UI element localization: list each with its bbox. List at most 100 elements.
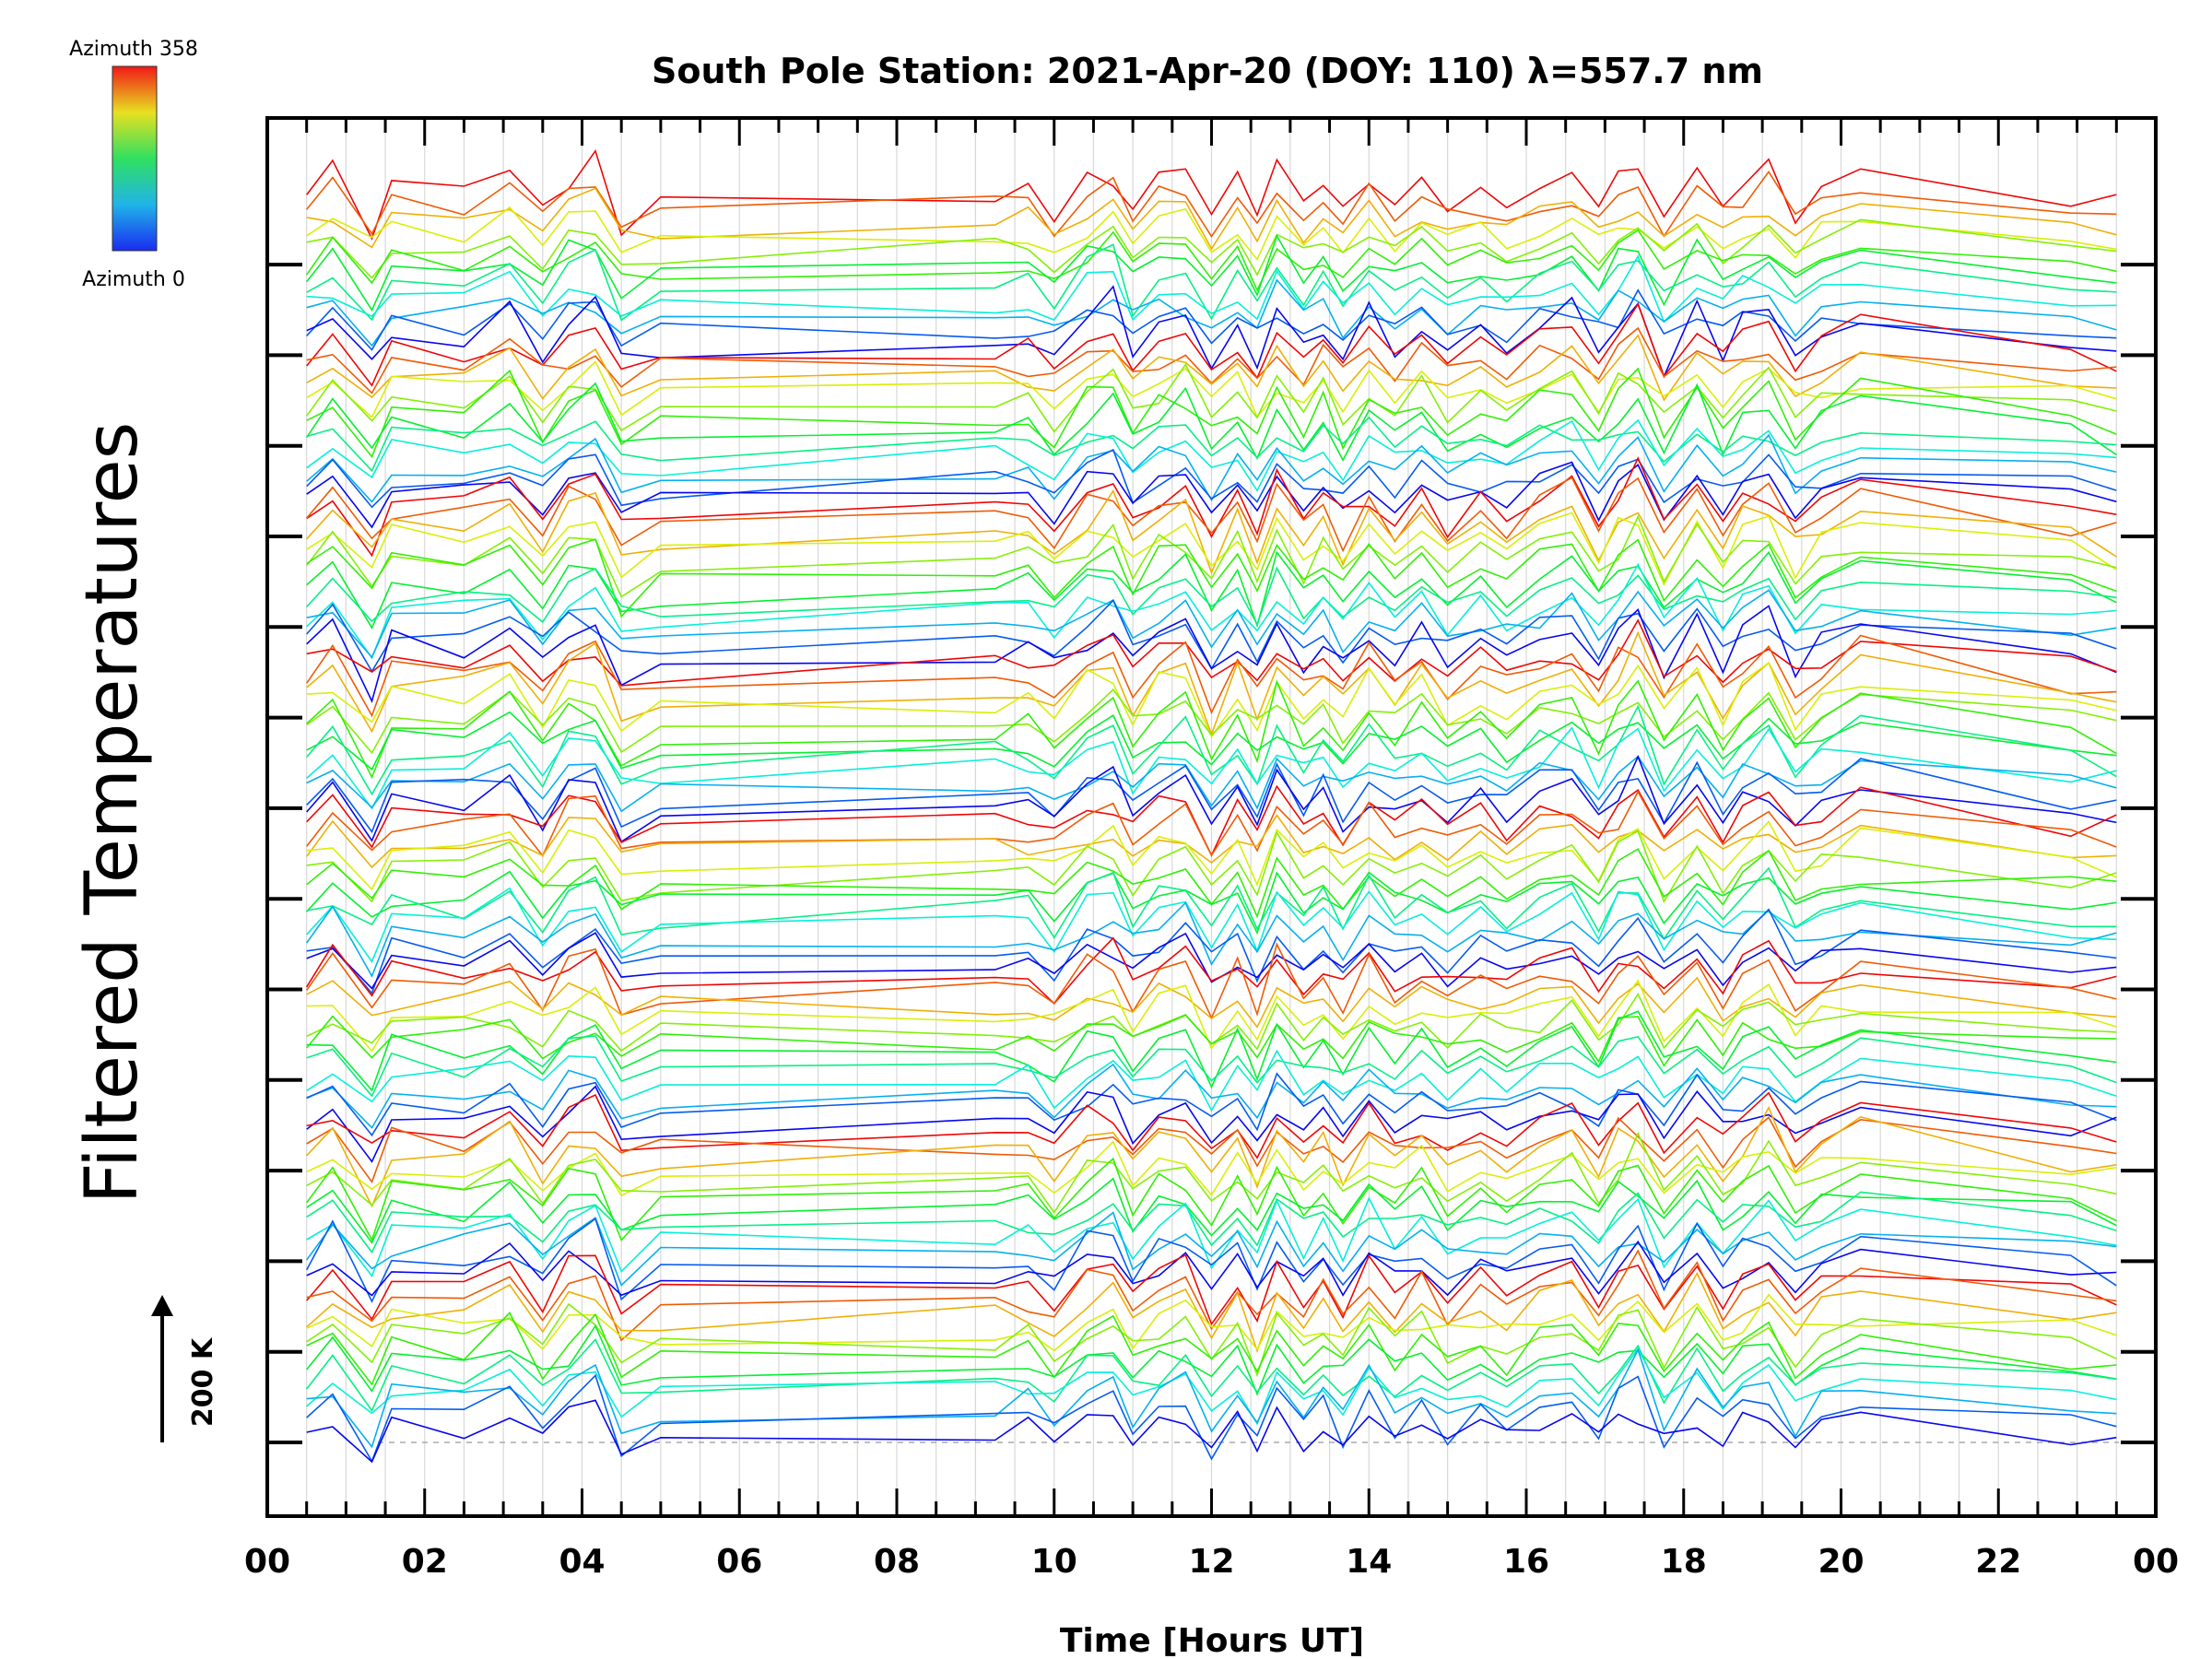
series-line bbox=[306, 711, 2117, 771]
series-line bbox=[306, 784, 2117, 857]
x-tick-label: 00 bbox=[2133, 1543, 2179, 1581]
series-line bbox=[306, 1249, 2117, 1342]
series-line bbox=[306, 1196, 2117, 1278]
series-line bbox=[306, 1085, 2117, 1163]
x-tick-label: 04 bbox=[559, 1543, 605, 1581]
chart-series-group bbox=[305, 149, 2117, 1464]
series-line bbox=[306, 433, 2117, 503]
colorbar-top-label: Azimuth 358 bbox=[69, 38, 198, 61]
series-line bbox=[306, 634, 2117, 718]
series-line bbox=[306, 790, 2117, 858]
series-line bbox=[306, 661, 2117, 739]
series-line bbox=[306, 866, 2117, 941]
x-tick-label: 12 bbox=[1188, 1543, 1234, 1581]
series-line bbox=[306, 1063, 2117, 1129]
x-tick-label: 08 bbox=[874, 1543, 920, 1581]
series-line bbox=[306, 187, 2117, 251]
series-line bbox=[306, 1131, 2117, 1214]
series-line bbox=[306, 598, 2117, 673]
x-tick-label: 10 bbox=[1031, 1543, 1077, 1581]
series-line bbox=[306, 566, 2117, 627]
series-line bbox=[306, 170, 2117, 239]
series-line bbox=[306, 932, 2117, 990]
series-line bbox=[306, 1091, 2117, 1159]
series-line bbox=[306, 976, 2117, 1029]
colorbar bbox=[112, 65, 158, 252]
series-line bbox=[306, 456, 2117, 558]
x-tick-label: 14 bbox=[1346, 1543, 1392, 1581]
series-line bbox=[306, 589, 2117, 659]
series-line bbox=[306, 1347, 2117, 1449]
series-line bbox=[306, 942, 2117, 1020]
x-tick-label: 02 bbox=[402, 1543, 448, 1581]
series-line bbox=[306, 758, 2117, 834]
series-line bbox=[306, 887, 2117, 963]
series-line bbox=[306, 243, 2117, 322]
series-line bbox=[306, 830, 2117, 903]
series-line bbox=[306, 870, 2117, 935]
x-axis-label: Time [Hours UT] bbox=[1060, 1622, 1364, 1659]
x-tick-label: 06 bbox=[716, 1543, 762, 1581]
series-line bbox=[306, 514, 2117, 598]
series-line bbox=[306, 936, 2117, 1005]
chart-title: South Pole Station: 2021-Apr-20 (DOY: 11… bbox=[652, 51, 1763, 91]
series-line bbox=[306, 362, 2117, 433]
series-line bbox=[306, 418, 2117, 492]
series-line bbox=[306, 605, 2117, 703]
series-line bbox=[306, 302, 2117, 387]
series-line bbox=[306, 334, 2117, 402]
scale-bar-label: 200 K bbox=[187, 1336, 219, 1427]
series-line bbox=[306, 1337, 2117, 1413]
series-line bbox=[306, 1072, 2117, 1137]
x-tick-label: 00 bbox=[244, 1543, 290, 1581]
series-line bbox=[306, 1191, 2117, 1254]
series-line bbox=[306, 1399, 2117, 1464]
series-line bbox=[306, 1116, 2117, 1183]
series-line bbox=[306, 1347, 2117, 1426]
series-line bbox=[306, 382, 2117, 463]
series-line bbox=[306, 367, 2117, 459]
series-line bbox=[306, 993, 2117, 1053]
series-line bbox=[306, 218, 2117, 279]
series-line bbox=[306, 1157, 2117, 1242]
series-line bbox=[306, 704, 2117, 796]
series-line bbox=[306, 550, 2117, 629]
series-line bbox=[306, 1035, 2117, 1098]
series-line bbox=[306, 979, 2117, 1053]
series-line bbox=[306, 814, 2117, 869]
series-line bbox=[306, 360, 2117, 419]
series-line bbox=[306, 754, 2117, 843]
series-line bbox=[306, 1049, 2117, 1112]
series-line bbox=[306, 755, 2117, 813]
series-line bbox=[306, 1312, 2117, 1386]
series-line bbox=[306, 1324, 2117, 1396]
series-line bbox=[306, 538, 2117, 618]
x-tick-label: 22 bbox=[1975, 1543, 2021, 1581]
series-line bbox=[306, 1271, 2117, 1354]
series-line bbox=[306, 448, 2117, 509]
series-line bbox=[306, 461, 2117, 529]
series-line bbox=[306, 206, 2117, 262]
series-line bbox=[306, 149, 2117, 241]
axis-ticks bbox=[265, 118, 2158, 1516]
scale-arrow-head bbox=[151, 1295, 173, 1316]
series-line bbox=[306, 278, 2117, 347]
series-line bbox=[306, 285, 2117, 379]
series-line bbox=[306, 233, 2117, 312]
series-line bbox=[306, 688, 2117, 755]
series-line bbox=[306, 1373, 2117, 1464]
x-tick-label: 20 bbox=[1818, 1543, 1864, 1581]
series-line bbox=[306, 1105, 2117, 1208]
scale-bar: 200 K bbox=[151, 1295, 219, 1442]
series-line bbox=[306, 901, 2117, 978]
series-line bbox=[306, 488, 2117, 575]
series-line bbox=[306, 1302, 2117, 1378]
series-line bbox=[306, 679, 2117, 780]
x-tick-label: 16 bbox=[1503, 1543, 1549, 1581]
series-line bbox=[306, 820, 2117, 891]
series-line bbox=[306, 618, 2117, 687]
series-line bbox=[306, 848, 2117, 919]
series-line bbox=[306, 1293, 2117, 1352]
y-axis-label: Filtered Temperatures bbox=[71, 422, 154, 1204]
